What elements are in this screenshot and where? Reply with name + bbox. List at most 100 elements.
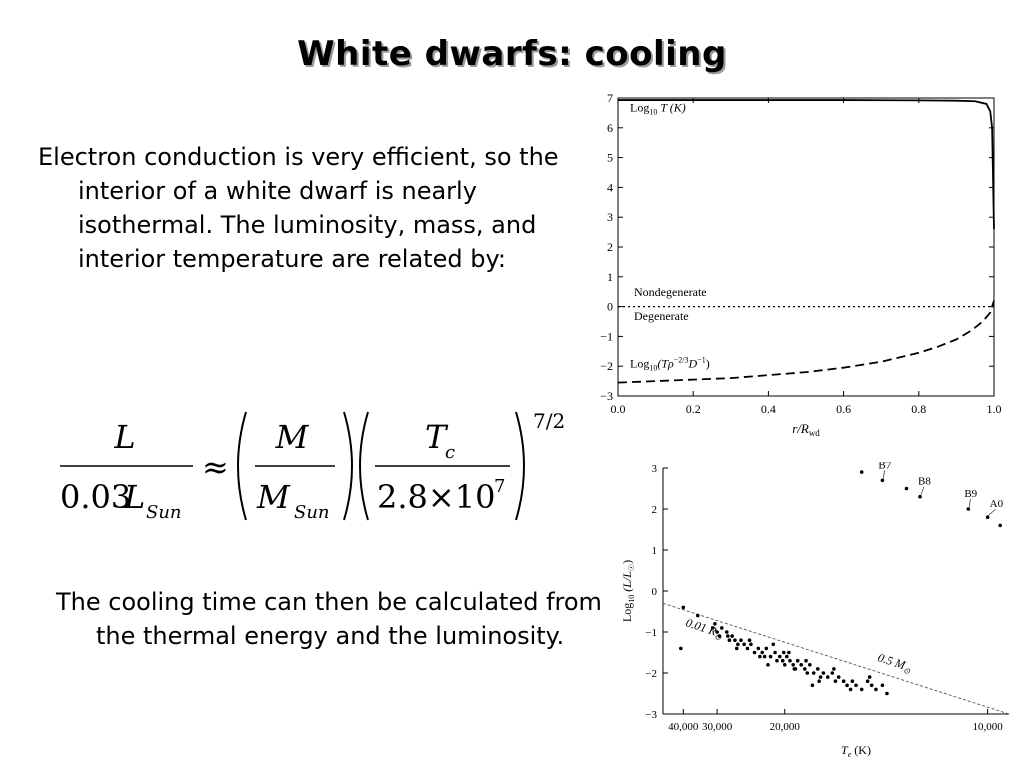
chart2-point	[775, 658, 779, 663]
chart2-point	[985, 515, 990, 519]
chart1-y-tick-label: 7	[607, 92, 613, 105]
chart2-star-leader	[988, 508, 996, 516]
eq-m-den-sub: Sun	[294, 502, 330, 523]
chart1-x-tick-label: 0.4	[761, 402, 776, 416]
chart2-point	[841, 679, 846, 683]
chart2-point	[808, 663, 812, 667]
chart1-y-tick-label: −2	[600, 359, 613, 373]
eq-lhs-den-sub: Sun	[146, 502, 182, 523]
chart1-x-tick-label: 0.6	[836, 402, 851, 416]
chart2-point	[715, 630, 719, 634]
chart2-point	[681, 605, 686, 610]
chart2-point	[733, 638, 737, 642]
chart2-point	[679, 646, 683, 651]
chart2-point	[845, 683, 849, 688]
chart2-point	[880, 478, 885, 483]
paragraph-conduction: Electron conduction is very efficient, s…	[38, 143, 559, 273]
eq-approx: ≈	[202, 448, 229, 486]
chart2-point	[811, 671, 816, 675]
chart1-degenerate-label: Degenerate	[634, 309, 689, 323]
chart2-point	[760, 650, 764, 655]
chart2-y-tick-label: −1	[645, 627, 657, 639]
chart2-point	[773, 650, 777, 655]
chart2-point	[867, 675, 872, 679]
chart1-temp-label: Log10 T (K)	[630, 100, 686, 116]
chart2-point	[730, 634, 734, 638]
chart2-point	[749, 642, 753, 647]
chart2-point	[717, 634, 722, 638]
chart2-point	[756, 646, 761, 651]
eq-m-den: M	[256, 478, 291, 516]
chart1-y-tick-label: −3	[600, 389, 613, 403]
chart2-point	[966, 507, 971, 511]
chart1-y-tick-label: 2	[607, 240, 613, 254]
chart2-point	[830, 671, 835, 675]
chart2-star-label: A0	[990, 498, 1004, 510]
chart1-y-tick-label: 1	[607, 270, 613, 284]
chart2-x-axis-label: Te (K)	[841, 743, 871, 759]
chart2-point	[854, 683, 858, 688]
eq-t-num-sub: c	[445, 442, 455, 463]
chart2-point	[695, 613, 700, 618]
chart2-point	[792, 667, 797, 671]
chart1-y-tick-label: 5	[607, 151, 613, 165]
chart2-point	[780, 658, 785, 663]
chart2-point	[805, 671, 810, 675]
chart2-point	[804, 658, 808, 663]
chart2-star-leader	[920, 486, 925, 495]
chart2-x-tick-label: 30,000	[702, 721, 733, 733]
chart1-x-tick-label: 0.0	[611, 402, 626, 416]
eq-lhs-num: L	[113, 418, 135, 456]
chart2-x-tick-label: 40,000	[668, 721, 699, 733]
chart2-point	[726, 634, 730, 638]
chart2-point	[998, 523, 1002, 528]
chart2-point	[752, 650, 757, 655]
slide-title: White dwarfs: cooling	[297, 34, 727, 74]
chart2-y-axis-label: Log10 (L/L☉)	[620, 560, 636, 622]
chart2-point	[747, 638, 752, 642]
chart2-point	[758, 654, 762, 659]
chart2-star-label: B8	[918, 476, 931, 488]
chart2-point	[727, 638, 732, 642]
eq-m-num: M	[275, 418, 310, 456]
chart2-point	[771, 642, 776, 647]
chart1-series-solid	[618, 99, 995, 230]
chart2-y-tick-label: −2	[645, 668, 657, 680]
chart2-point	[874, 687, 878, 692]
chart2-radius-line	[662, 602, 1010, 715]
chart2-point	[810, 683, 815, 688]
chart2-point	[815, 667, 820, 671]
chart2-point	[904, 486, 909, 491]
chart2-point	[713, 622, 717, 626]
chart2-point	[781, 650, 786, 655]
chart1-frame	[617, 97, 995, 397]
chart1-y-tick-label: 4	[607, 180, 613, 194]
chart2-point	[799, 663, 803, 667]
chart2-y-tick-label: 1	[652, 545, 658, 557]
chart2-x-tick-label: 10,000	[973, 721, 1004, 733]
chart2-x-tick-label: 20,000	[770, 721, 801, 733]
chart1-x-axis-label: r/Rwd	[792, 421, 820, 438]
chart1-y-tick-label: 0	[607, 300, 613, 314]
chart2-point	[742, 642, 746, 647]
chart2-point	[885, 691, 889, 696]
chart1-nondegenerate-label: Nondegenerate	[634, 285, 707, 299]
eq-lhs-den-var: L	[123, 478, 145, 516]
chart2-mass-label: 0.5 M⊙	[875, 650, 913, 676]
chart2-point	[791, 663, 795, 667]
chart2-point	[859, 687, 864, 692]
chart2-point	[833, 679, 838, 683]
chart2-point	[724, 630, 729, 634]
eq-paren-open-1	[237, 411, 247, 521]
white-dwarf-hr-diagram: 3 2 1 0 −1 −2 −3 40,000 30,000 20,000 10,000 Te (K)…	[615, 459, 1024, 768]
chart2-point	[803, 667, 807, 671]
chart2-point	[736, 642, 740, 647]
luminosity-equation: L 0.03 L Sun ≈ M M Sun T c 2.8×10 7 7/2	[50, 400, 610, 540]
paragraph-cooling-time: The cooling time can then be calculated …	[56, 588, 602, 650]
chart2-point	[848, 687, 853, 692]
chart2-point	[788, 658, 792, 663]
chart1-degeneracy-label: Log10(Tρ−2/3D−1)	[630, 356, 710, 373]
chart2-point	[710, 626, 715, 630]
chart2-point	[719, 626, 724, 630]
chart2-point	[795, 658, 800, 663]
